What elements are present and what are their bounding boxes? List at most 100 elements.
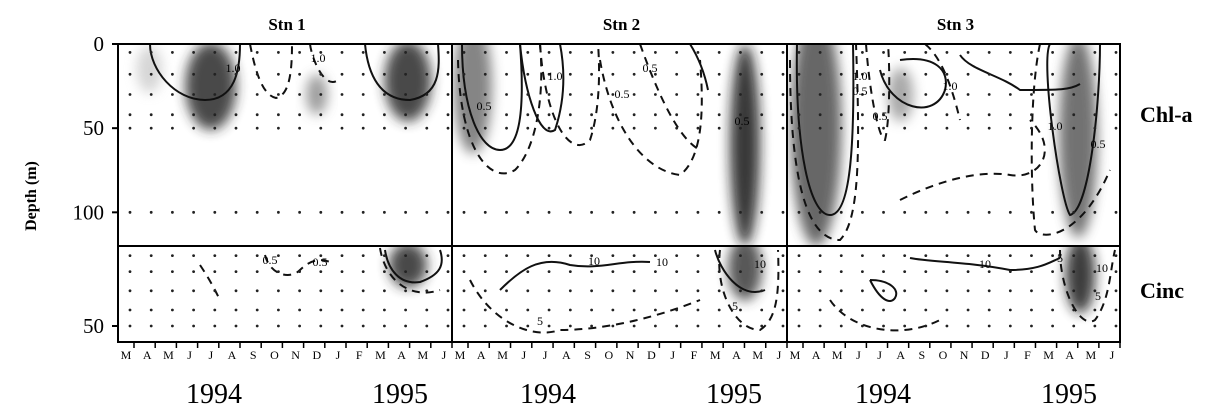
sample-point <box>483 113 487 117</box>
sample-point <box>632 324 636 328</box>
sample-point <box>404 254 407 257</box>
contour-value-label: 10 <box>979 257 991 271</box>
sample-point <box>340 113 344 117</box>
sample-point <box>903 210 907 214</box>
sample-point <box>255 289 259 293</box>
sample-point <box>882 289 885 293</box>
month-tick-label: A <box>228 348 237 362</box>
sample-point <box>966 308 970 312</box>
contour-line <box>461 43 523 152</box>
sample-point <box>383 72 386 76</box>
sample-point <box>654 270 657 273</box>
contour-line <box>519 43 565 133</box>
sample-point <box>128 324 132 328</box>
sample-point <box>1093 126 1097 130</box>
sample-point <box>797 93 801 96</box>
sample-point <box>462 324 466 328</box>
panel-fill <box>1065 246 1096 314</box>
sample-point <box>1114 72 1118 76</box>
sample-point <box>1093 210 1097 214</box>
month-tick-label: M <box>1043 348 1054 362</box>
sample-point <box>945 72 949 76</box>
sample-point <box>882 324 885 328</box>
sample-point <box>234 72 238 76</box>
sample-point <box>945 93 949 96</box>
contour-line <box>829 299 941 332</box>
sample-point <box>797 210 801 214</box>
sample-point <box>404 270 407 273</box>
y-tick-label: 100 <box>73 200 105 224</box>
sample-point <box>298 51 301 54</box>
sample-point <box>319 51 323 54</box>
sample-point <box>483 210 487 214</box>
sample-point <box>632 270 636 273</box>
month-tick-label: M <box>375 348 386 362</box>
sample-point <box>987 72 991 76</box>
sample-point <box>383 51 386 54</box>
contour-value-label: 10 <box>588 254 600 268</box>
sample-point <box>739 210 742 214</box>
sample-point <box>361 72 365 76</box>
sample-point <box>213 210 217 214</box>
sample-point <box>446 254 450 257</box>
sample-point <box>340 270 344 273</box>
sample-point <box>1008 270 1012 273</box>
sample-point <box>903 270 907 273</box>
sample-point <box>319 270 323 273</box>
sample-point <box>611 308 615 312</box>
contour-line <box>199 264 221 301</box>
sample-point <box>255 308 259 312</box>
sample-point <box>361 51 365 54</box>
sample-point <box>611 72 615 76</box>
sample-point <box>1051 72 1054 76</box>
sample-point <box>505 72 508 76</box>
sample-point <box>1030 126 1033 130</box>
sample-point <box>404 324 407 328</box>
sample-point <box>1051 308 1054 312</box>
sample-point <box>462 289 466 293</box>
sample-point <box>298 72 301 76</box>
sample-point <box>632 72 636 76</box>
sample-point <box>632 126 636 130</box>
month-tick-label: M <box>121 348 132 362</box>
sample-point <box>1093 324 1097 328</box>
sample-point <box>1051 289 1054 293</box>
sample-point <box>781 210 785 214</box>
contour-value-label: 0.5 <box>643 61 658 75</box>
sample-point <box>483 93 487 96</box>
sample-point <box>675 254 679 257</box>
sample-point <box>654 254 657 257</box>
sample-point <box>861 270 864 273</box>
sample-point <box>213 308 217 312</box>
sample-point <box>839 126 843 130</box>
sample-point <box>1072 270 1076 273</box>
sample-point <box>987 93 991 96</box>
sample-point <box>611 126 615 130</box>
sample-point <box>632 93 636 96</box>
sample-point <box>149 210 153 214</box>
panel-fill <box>790 44 1098 246</box>
sample-point <box>213 254 217 257</box>
panel-fill <box>136 44 432 130</box>
sample-point <box>696 93 700 96</box>
sample-point <box>675 72 679 76</box>
sample-point <box>298 93 301 96</box>
month-tick-label: F <box>356 348 363 362</box>
sample-point <box>675 308 679 312</box>
sample-point <box>1051 126 1054 130</box>
sample-point <box>340 72 344 76</box>
sample-point <box>760 324 764 328</box>
sample-point <box>611 93 615 96</box>
month-tick-label: J <box>208 348 213 362</box>
month-tick-label: O <box>270 348 279 362</box>
sample-point <box>462 113 466 117</box>
sample-point <box>171 51 174 54</box>
sample-point <box>277 308 280 312</box>
sample-point <box>319 324 323 328</box>
sample-point <box>903 289 907 293</box>
sample-point <box>446 289 450 293</box>
sample-point <box>505 289 508 293</box>
contour-value-label: 1.0 <box>311 51 326 65</box>
sample-point <box>446 324 450 328</box>
sample-point <box>1072 308 1076 312</box>
